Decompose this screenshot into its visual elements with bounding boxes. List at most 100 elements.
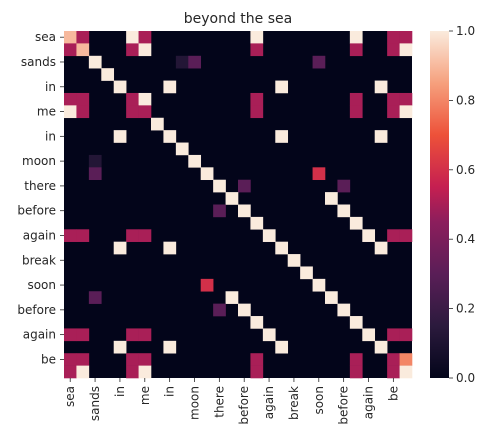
- heatmap-cell: [213, 179, 226, 193]
- heatmap-cell: [349, 316, 363, 329]
- heatmap-cell: [250, 365, 264, 379]
- heatmap-cell: [337, 179, 351, 193]
- heatmap-cell: [374, 340, 388, 354]
- y-tick-label: me: [37, 105, 56, 119]
- x-tick-label: break: [287, 386, 301, 420]
- heatmap-cell: [399, 328, 413, 342]
- x-tick-label: before: [237, 386, 251, 425]
- heatmap-cell: [325, 192, 338, 205]
- heatmap-cell: [76, 353, 90, 366]
- heatmap-cell: [387, 365, 400, 379]
- heatmap-cell: [387, 105, 400, 119]
- heatmap-cell: [138, 365, 152, 379]
- heatmap-cell: [76, 229, 90, 242]
- heatmap-cell: [287, 254, 301, 267]
- y-tick-label: before: [17, 204, 56, 218]
- x-tick-label: soon: [312, 386, 326, 415]
- colorbar-tick-label: 1.0: [456, 24, 475, 38]
- heatmap-cell: [64, 43, 77, 57]
- y-tick-label: sands: [21, 55, 56, 69]
- heatmap-cell: [275, 241, 289, 255]
- heatmap-cell: [88, 167, 102, 181]
- x-tick-label: again: [362, 386, 376, 419]
- colorbar-tick-label: 0.8: [456, 93, 475, 107]
- x-tick-label: be: [386, 386, 400, 401]
- heatmap-cell: [250, 31, 264, 44]
- heatmap-cell: [76, 92, 90, 106]
- heatmap-cell: [101, 68, 115, 81]
- heatmap-cell: [113, 80, 127, 94]
- x-tick-label: sands: [88, 386, 102, 421]
- heatmap-cell: [362, 328, 376, 342]
- heatmap-cell: [126, 43, 139, 57]
- heatmap-cell: [349, 31, 363, 44]
- heatmap-cell: [387, 229, 400, 242]
- heatmap-cell: [126, 328, 139, 342]
- heatmap-cell: [126, 92, 139, 106]
- y-tick-label: break: [22, 253, 56, 267]
- heatmap-cell: [213, 303, 226, 317]
- heatmap-cell: [349, 216, 363, 230]
- heatmap-cell: [250, 353, 264, 366]
- heatmap-cell: [113, 241, 127, 255]
- colorbar: [430, 31, 449, 378]
- heatmap-cell: [126, 229, 139, 242]
- heatmap-cell: [138, 353, 152, 366]
- heatmap-cell: [399, 92, 413, 106]
- heatmap-cell: [64, 229, 77, 242]
- heatmap-cell: [399, 365, 413, 379]
- heatmap-cell: [387, 328, 400, 342]
- heatmap-cell: [76, 105, 90, 119]
- heatmap-cell: [312, 278, 326, 292]
- heatmap-cell: [399, 31, 413, 44]
- heatmap-cell: [374, 130, 388, 143]
- heatmap-cell: [349, 92, 363, 106]
- heatmap-cell: [113, 340, 127, 354]
- heatmap-cell: [138, 92, 152, 106]
- heatmap-cell: [88, 291, 102, 304]
- heatmap-cell: [225, 192, 239, 205]
- x-tick-label: in: [113, 386, 127, 397]
- heatmap-cell: [138, 105, 152, 119]
- heatmap-cell: [163, 340, 177, 354]
- heatmap-cell: [275, 80, 289, 94]
- heatmap-cell: [312, 55, 326, 69]
- heatmap-cell: [374, 241, 388, 255]
- heatmap-cell: [387, 353, 400, 366]
- y-tick-label: in: [45, 80, 56, 94]
- x-tick-labels: sea sands in me in moon there before again break s…: [63, 378, 400, 425]
- heatmap-cell: [349, 43, 363, 57]
- heatmap-cell: [250, 105, 264, 119]
- colorbar-tick-label: 0.6: [456, 163, 475, 177]
- heatmap-cell: [88, 55, 102, 69]
- heatmap-cell: [349, 353, 363, 366]
- heatmap-cell: [325, 291, 338, 304]
- heatmap-cell: [374, 80, 388, 94]
- heatmap-cell: [175, 55, 189, 69]
- y-tick-label: before: [17, 303, 56, 317]
- colorbar-tick-label: 0.0: [456, 371, 475, 385]
- heatmap-cell: [151, 117, 164, 131]
- colorbar-tick-label: 0.4: [456, 232, 475, 246]
- heatmap-cell: [175, 142, 189, 156]
- y-tick-labels: sea sands in me in moon there before again break s…: [17, 30, 64, 366]
- heatmap-cell: [262, 229, 276, 242]
- x-tick-label: moon: [188, 386, 202, 420]
- heatmap-cell: [275, 130, 289, 143]
- heatmap-cell: [76, 328, 90, 342]
- heatmap-cell: [337, 303, 351, 317]
- y-tick-label: again: [23, 228, 56, 242]
- heatmap-cell: [200, 278, 214, 292]
- heatmap-cell: [362, 229, 376, 242]
- chart-title: beyond the sea: [184, 11, 292, 27]
- heatmap-cell: [312, 167, 326, 181]
- heatmap-cell: [76, 43, 90, 57]
- heatmap-cell: [188, 55, 202, 69]
- heatmap-cell: [387, 31, 400, 44]
- heatmap-cell: [126, 105, 139, 119]
- heatmap-cell: [138, 43, 152, 57]
- heatmap-cell: [88, 154, 102, 168]
- y-tick-label: there: [24, 179, 56, 193]
- heatmap-cell: [138, 31, 152, 44]
